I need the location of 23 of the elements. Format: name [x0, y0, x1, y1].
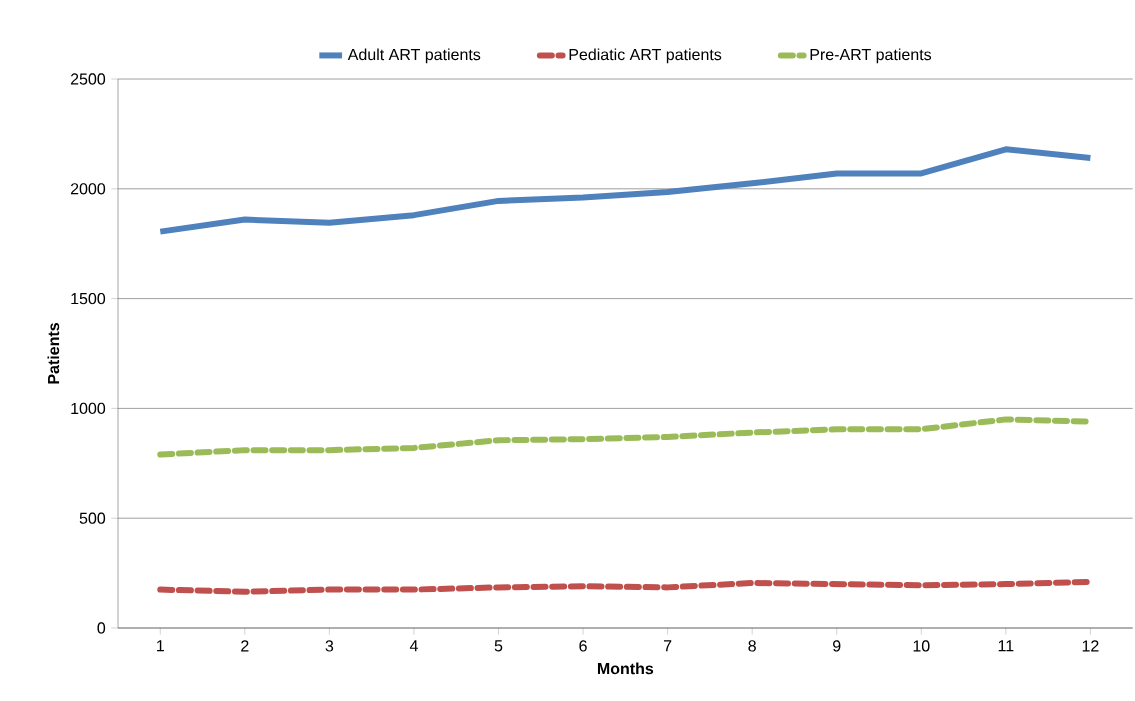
y-tick-label: 1000: [71, 402, 106, 415]
x-tick-label: 12: [1082, 640, 1099, 652]
x-axis-title: Months: [597, 662, 654, 675]
y-tick-label: 1500: [71, 292, 106, 305]
y-tick-label: 2500: [70, 73, 106, 85]
x-tick-label: 6: [579, 640, 587, 652]
legend-label: Pediatic ART patients: [569, 48, 722, 64]
y-tick-label: 0: [97, 622, 106, 634]
x-tick-label: 1: [157, 640, 164, 652]
x-tick-label: 9: [833, 640, 841, 652]
x-tick-label: 2: [241, 640, 249, 652]
y-tick-label: 500: [79, 512, 106, 524]
legend-label: Adult ART patients: [347, 48, 481, 64]
x-tick-label: 3: [325, 640, 334, 652]
x-tick-label: 7: [663, 640, 672, 652]
x-tick-label: 4: [409, 640, 418, 652]
y-axis-title: Patients: [47, 323, 60, 384]
y-tick-label: 2000: [70, 183, 106, 195]
x-tick-label: 5: [494, 640, 503, 652]
x-tick-label: 10: [913, 640, 930, 652]
x-tick-label: 11: [998, 640, 1014, 652]
legend-label: Pre-ART patients: [810, 48, 932, 64]
x-tick-label: 8: [748, 640, 756, 652]
